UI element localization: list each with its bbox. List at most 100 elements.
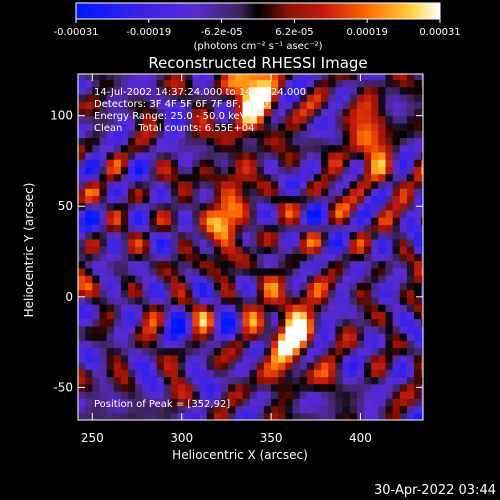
heatmap-pixel bbox=[99, 398, 108, 407]
heatmap-pixel bbox=[163, 217, 172, 225]
heatmap-pixel bbox=[185, 115, 194, 124]
heatmap-pixel bbox=[256, 318, 265, 327]
heatmap-pixel bbox=[99, 318, 108, 327]
heatmap-pixel bbox=[235, 260, 244, 269]
heatmap-pixel bbox=[364, 253, 372, 262]
heatmap-pixel bbox=[335, 253, 344, 262]
heatmap-pixel bbox=[335, 340, 344, 349]
heatmap-pixel bbox=[221, 115, 229, 124]
heatmap-pixel bbox=[185, 86, 194, 95]
heatmap-pixel bbox=[199, 267, 208, 276]
heatmap-pixel bbox=[378, 79, 387, 88]
heatmap-pixel bbox=[242, 260, 251, 269]
heatmap-pixel bbox=[356, 369, 365, 378]
heatmap-pixel bbox=[106, 267, 115, 276]
heatmap-pixel bbox=[256, 362, 265, 370]
heatmap-pixel bbox=[378, 122, 387, 131]
heatmap-pixel bbox=[120, 166, 129, 175]
heatmap-pixel bbox=[135, 101, 143, 110]
heatmap-pixel bbox=[128, 144, 136, 153]
heatmap-pixel bbox=[335, 311, 344, 320]
heatmap-pixel bbox=[149, 267, 158, 276]
heatmap-pixel bbox=[192, 202, 201, 211]
heatmap-pixel bbox=[271, 333, 279, 341]
heatmap-pixel bbox=[335, 86, 344, 95]
heatmap-pixel bbox=[135, 369, 143, 378]
heatmap-pixel bbox=[306, 275, 315, 283]
heatmap-pixel bbox=[142, 195, 151, 204]
heatmap-pixel bbox=[299, 180, 308, 189]
heatmap-pixel bbox=[199, 173, 208, 182]
heatmap-pixel bbox=[356, 79, 365, 88]
heatmap-pixel bbox=[92, 188, 101, 196]
heatmap-pixel bbox=[292, 224, 301, 233]
heatmap-pixel bbox=[378, 275, 387, 283]
heatmap-pixel bbox=[321, 282, 329, 291]
heatmap-pixel bbox=[120, 130, 129, 139]
heatmap-pixel bbox=[356, 275, 365, 283]
heatmap-pixel bbox=[263, 195, 272, 204]
heatmap-pixel bbox=[156, 195, 165, 204]
heatmap-pixel bbox=[292, 275, 301, 283]
heatmap-pixel bbox=[299, 115, 308, 124]
heatmap-pixel bbox=[371, 86, 379, 95]
heatmap-pixel bbox=[328, 209, 337, 218]
heatmap-pixel bbox=[285, 79, 294, 88]
heatmap-pixel bbox=[321, 79, 329, 88]
heatmap-pixel bbox=[314, 195, 322, 204]
heatmap-pixel bbox=[249, 405, 258, 414]
heatmap-pixel bbox=[99, 354, 108, 363]
heatmap-pixel bbox=[392, 74, 401, 81]
heatmap-pixel bbox=[120, 275, 129, 283]
heatmap-pixel bbox=[242, 166, 251, 175]
heatmap-pixel bbox=[399, 275, 408, 283]
heatmap-pixel bbox=[285, 391, 294, 399]
heatmap-pixel bbox=[342, 304, 351, 312]
heatmap-pixel bbox=[364, 376, 372, 385]
heatmap-pixel bbox=[199, 311, 208, 320]
heatmap-pixel bbox=[306, 362, 315, 370]
heatmap-pixel bbox=[314, 289, 322, 298]
heatmap-pixel bbox=[106, 311, 115, 320]
heatmap-pixel bbox=[106, 347, 115, 356]
heatmap-pixel bbox=[106, 398, 115, 407]
heatmap-pixel bbox=[178, 195, 186, 204]
heatmap-pixel bbox=[421, 318, 423, 327]
heatmap-pixel bbox=[414, 354, 422, 363]
heatmap-pixel bbox=[156, 122, 165, 131]
heatmap-pixel bbox=[135, 159, 143, 167]
heatmap-pixel bbox=[156, 86, 165, 95]
heatmap-pixel bbox=[249, 391, 258, 399]
heatmap-pixel bbox=[142, 86, 151, 95]
heatmap-pixel bbox=[356, 340, 365, 349]
heatmap-pixel bbox=[299, 369, 308, 378]
heatmap-pixel bbox=[92, 238, 101, 247]
heatmap-pixel bbox=[156, 101, 165, 110]
heatmap-pixel bbox=[113, 195, 122, 204]
heatmap-pixel bbox=[85, 282, 93, 291]
heatmap-pixel bbox=[199, 412, 208, 420]
heatmap-pixel bbox=[421, 412, 423, 420]
heatmap-pixel bbox=[406, 383, 415, 392]
heatmap-pixel bbox=[392, 260, 401, 269]
heatmap-pixel bbox=[335, 151, 344, 160]
heatmap-pixel bbox=[421, 231, 423, 240]
heatmap-pixel bbox=[213, 195, 222, 204]
heatmap-pixel bbox=[249, 282, 258, 291]
heatmap-pixel bbox=[199, 115, 208, 124]
heatmap-pixel bbox=[328, 340, 337, 349]
heatmap-pixel bbox=[135, 246, 143, 254]
heatmap-pixel bbox=[342, 108, 351, 117]
heatmap-pixel bbox=[106, 412, 115, 420]
heatmap-pixel bbox=[414, 362, 422, 370]
heatmap-pixel bbox=[128, 173, 136, 182]
heatmap-pixel bbox=[213, 137, 222, 146]
heatmap-pixel bbox=[106, 246, 115, 254]
heatmap-pixel bbox=[135, 260, 143, 269]
heatmap-pixel bbox=[206, 122, 215, 131]
colorbar-tick-label: -6.2e-05 bbox=[201, 27, 243, 38]
heatmap-pixel bbox=[349, 202, 358, 211]
heatmap-pixel bbox=[171, 238, 179, 247]
heatmap-pixel bbox=[314, 202, 322, 211]
heatmap-pixel bbox=[149, 159, 158, 167]
